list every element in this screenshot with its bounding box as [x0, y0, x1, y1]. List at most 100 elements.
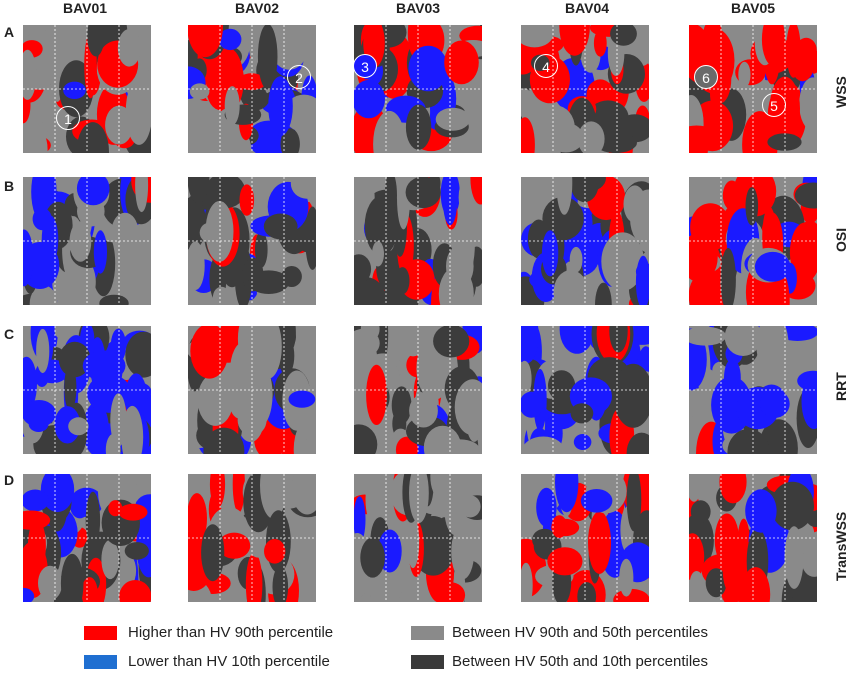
- map-region-blue: [124, 382, 151, 402]
- map-region-red: [795, 37, 817, 62]
- map-panel: [689, 25, 817, 153]
- map-region-gray: [451, 524, 475, 580]
- marker-2: 2: [287, 65, 311, 89]
- map-region-blue: [354, 496, 366, 543]
- map-region-gray: [290, 177, 316, 199]
- map-region-gray: [270, 25, 308, 70]
- map-region-blue: [635, 255, 649, 305]
- map-region-blue: [408, 45, 448, 92]
- map-region-gray: [305, 433, 316, 454]
- map-region-blue: [23, 400, 57, 427]
- map-region-dark: [433, 326, 470, 358]
- map-region-blue: [354, 79, 385, 119]
- map-panel: [188, 177, 316, 305]
- map-region-red: [366, 364, 387, 425]
- map-region-blue: [754, 251, 791, 282]
- marker-5: 5: [762, 93, 786, 117]
- map-region-dark: [770, 481, 814, 531]
- map-panel: [354, 474, 482, 602]
- legend-label-higher: Higher than HV 90th percentile: [128, 624, 334, 641]
- map-region-dark: [548, 370, 576, 401]
- map-region-blue: [23, 489, 49, 512]
- map-region-gray: [205, 201, 234, 262]
- map-region-dark: [205, 177, 246, 209]
- map-region-dark: [58, 341, 91, 378]
- row-label-wss: WSS: [833, 76, 849, 108]
- legend-swatch-lower: [84, 655, 117, 669]
- map-region-red: [559, 25, 590, 56]
- map-region-gray: [689, 474, 702, 502]
- map-region-gray: [121, 405, 144, 454]
- map-region-gray: [188, 241, 205, 290]
- map-region-red: [761, 25, 786, 66]
- map-panel: [354, 177, 482, 305]
- map-region-gray: [784, 526, 804, 589]
- map-region-gray: [36, 328, 50, 374]
- map-panel: [689, 326, 817, 454]
- map-region-gray: [400, 326, 426, 357]
- map-region-gray: [135, 177, 149, 213]
- map-region-gray: [601, 232, 645, 291]
- map-region-blue: [521, 326, 539, 364]
- map-region-gray: [23, 124, 48, 153]
- map-region-dark: [609, 326, 628, 353]
- map-region-gray: [756, 326, 789, 377]
- map-region-gray: [212, 286, 231, 305]
- row-letter-a: A: [4, 24, 15, 40]
- map-panel: [354, 326, 482, 454]
- map-region-red: [245, 552, 263, 602]
- map-region-dark: [544, 208, 573, 229]
- map-panel: [689, 474, 817, 602]
- map-region-dark: [76, 122, 109, 153]
- legend-label-mid-high: Between HV 90th and 50th percentiles: [452, 624, 709, 641]
- row-letter-c: C: [4, 326, 15, 342]
- map-region-red: [689, 232, 718, 283]
- map-region-gray: [435, 107, 470, 131]
- row-label-osi: OSI: [833, 227, 849, 253]
- map-region-dark: [745, 187, 759, 226]
- map-panel: [188, 25, 316, 153]
- map-region-gray: [454, 379, 482, 436]
- map-region-gray: [801, 546, 817, 577]
- map-region-dark: [60, 553, 84, 602]
- map-region-gray: [724, 326, 762, 356]
- map-region-gray: [409, 394, 438, 428]
- map-region-dark: [690, 500, 711, 524]
- map-region-gray: [409, 474, 429, 523]
- map-panel: [188, 474, 316, 602]
- map-region-gray: [521, 25, 554, 48]
- map-region-dark: [570, 177, 599, 203]
- column-title-bav04: BAV04: [564, 0, 610, 16]
- map-region-dark: [391, 386, 412, 424]
- map-region-gray: [440, 439, 480, 454]
- map-region-gray: [255, 179, 271, 199]
- map-region-blue: [541, 230, 559, 277]
- map-region-red: [118, 503, 148, 521]
- column-title-bav05: BAV05: [730, 0, 776, 16]
- map-panel: [354, 25, 482, 153]
- column-title-bav01: BAV01: [62, 0, 108, 16]
- map-region-gray: [521, 474, 538, 519]
- column-title-bav03: BAV03: [395, 0, 441, 16]
- map-region-gray: [105, 433, 121, 454]
- map-region-red: [689, 533, 705, 581]
- map-region-gray: [355, 474, 388, 496]
- map-region-blue: [23, 356, 37, 411]
- map-panel: [521, 177, 649, 305]
- map-region-blue: [40, 474, 75, 513]
- map-region-dark: [727, 428, 770, 454]
- map-region-blue: [63, 81, 86, 99]
- map-region-red: [399, 259, 435, 300]
- map-region-dark: [87, 25, 105, 57]
- map-panel: [521, 25, 649, 153]
- map-region-red: [741, 567, 771, 602]
- map-panel: [521, 474, 649, 602]
- map-region-blue: [41, 215, 59, 265]
- map-region-dark: [405, 104, 432, 150]
- map-region-red: [796, 220, 817, 263]
- map-region-blue: [218, 28, 242, 51]
- map-region-blue: [559, 326, 595, 354]
- map-region-red: [209, 474, 226, 508]
- map-region-dark: [201, 524, 225, 582]
- map-region-gray: [101, 539, 119, 580]
